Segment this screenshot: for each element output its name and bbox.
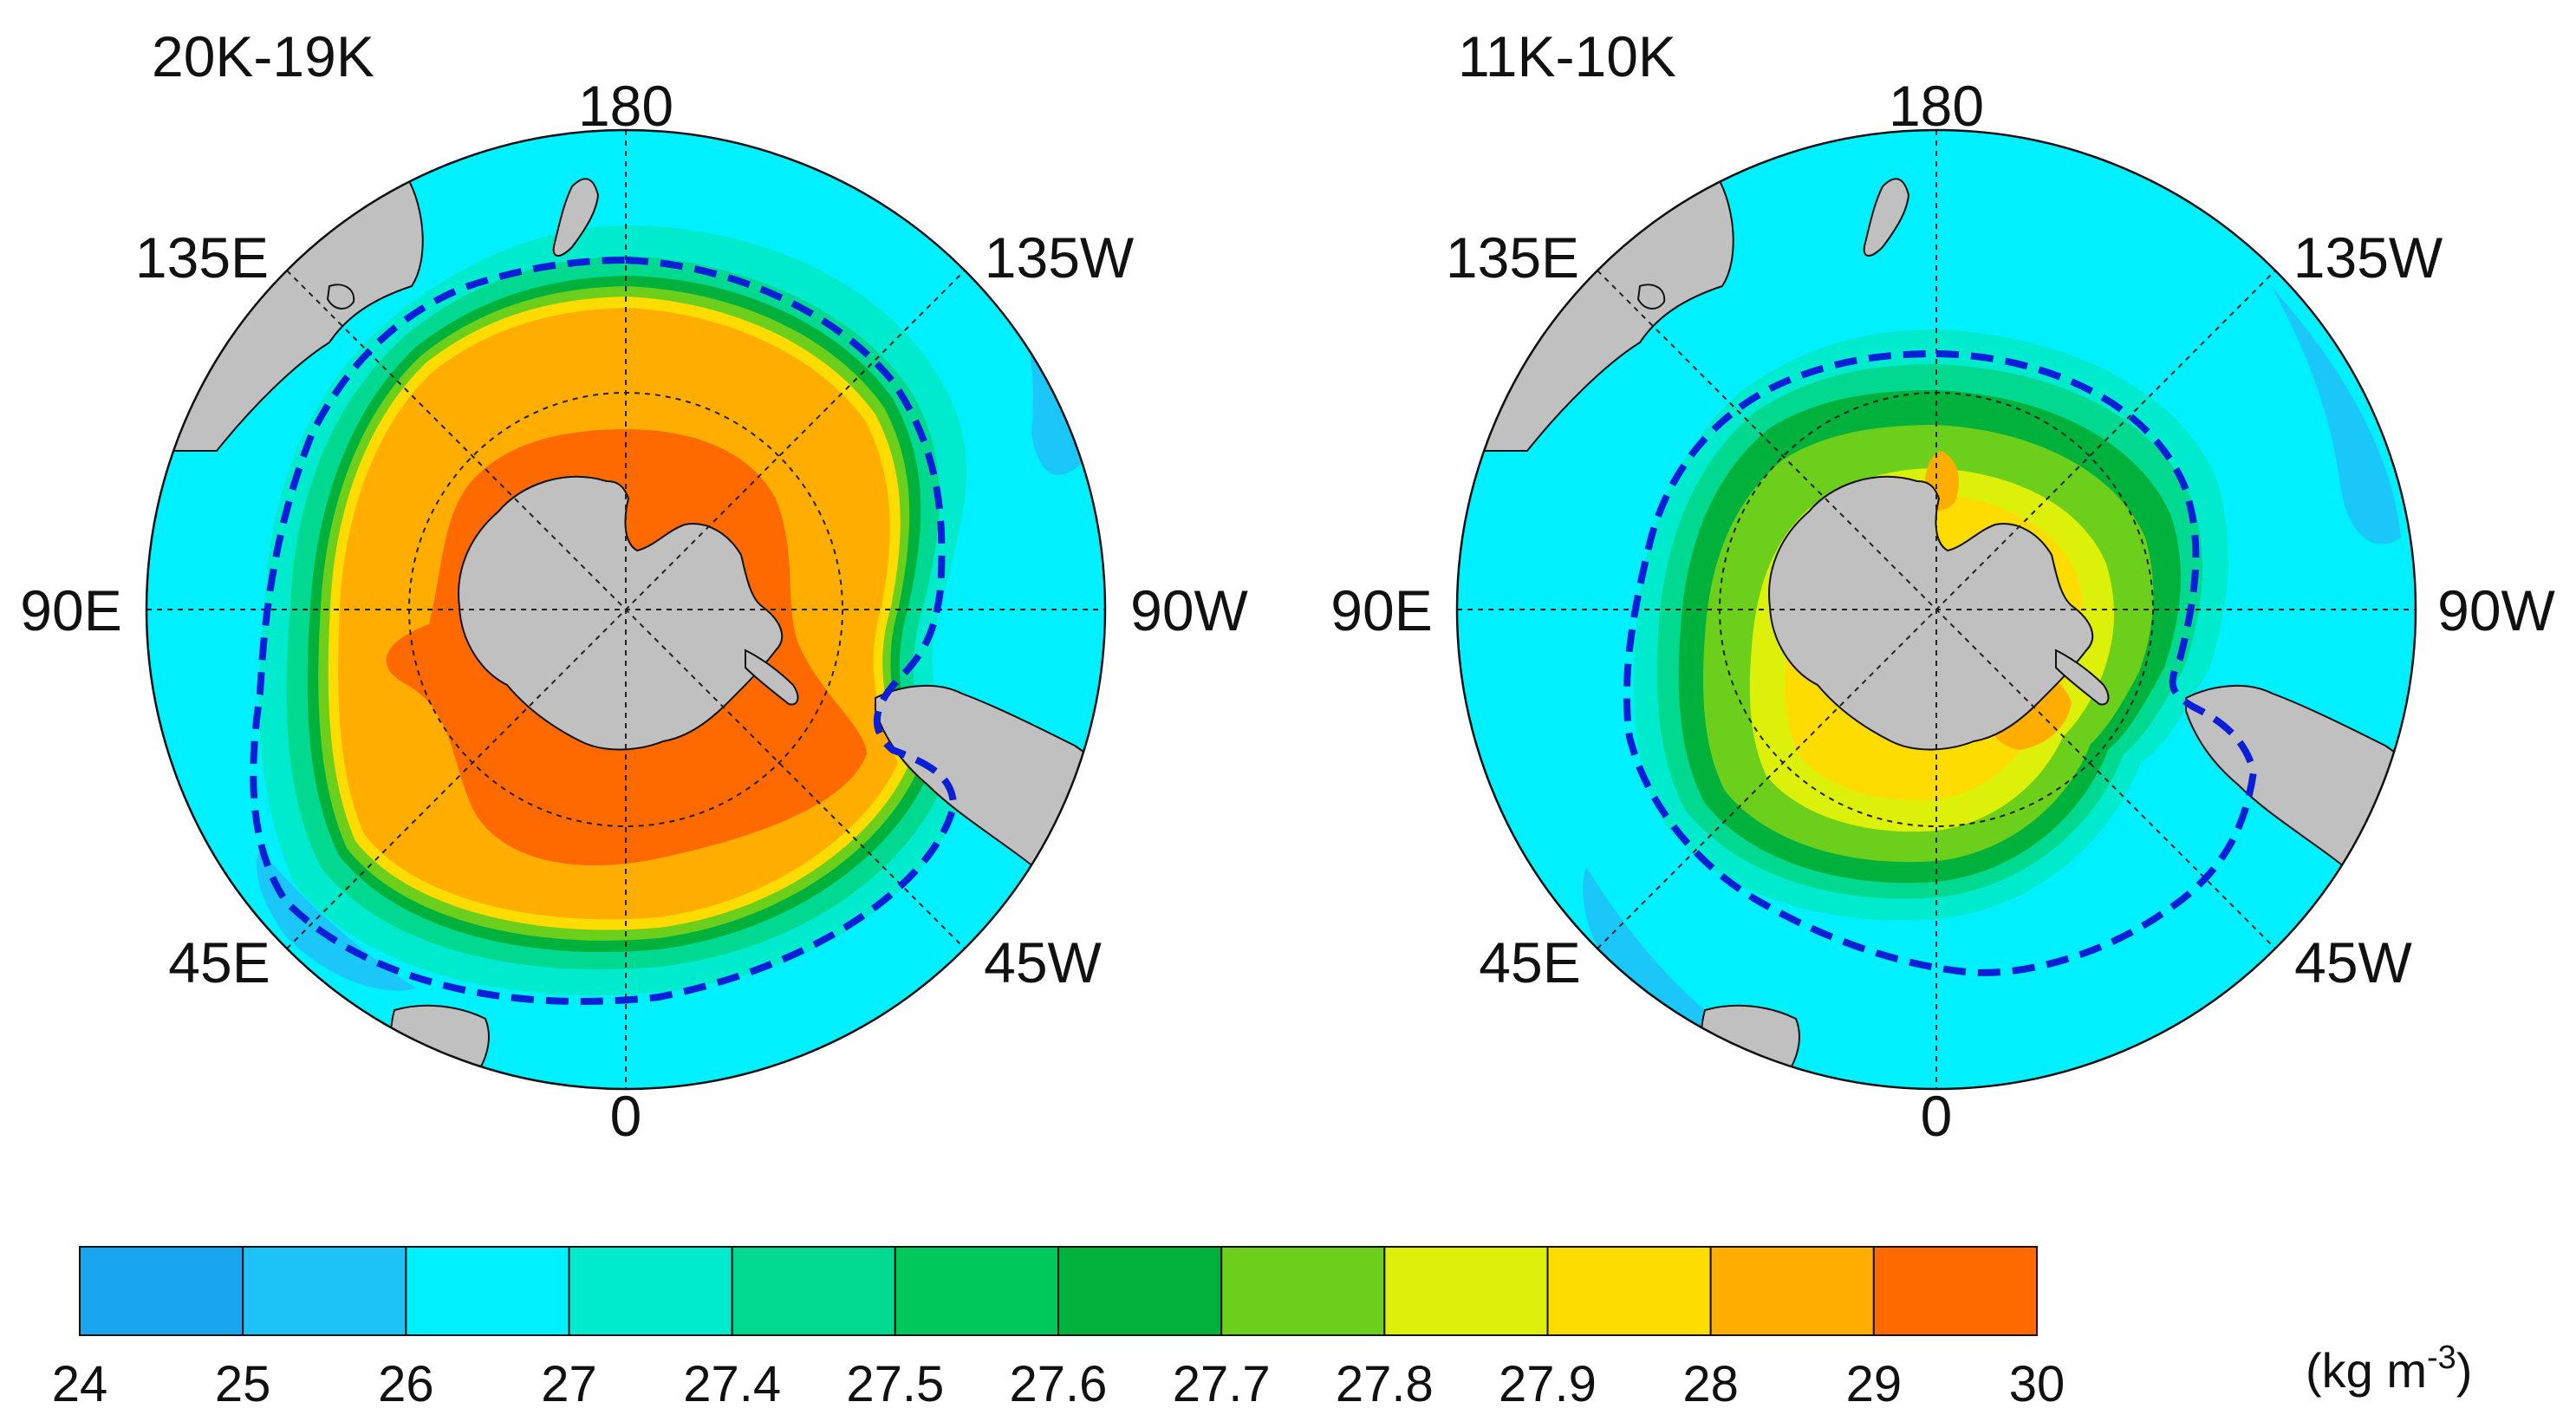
lon-label-180: 180 (1889, 74, 1984, 138)
lon-label-90e: 90E (20, 578, 121, 642)
lon-label-90w: 90W (1130, 578, 1248, 642)
colorbar-swatch (1872, 1246, 2038, 1336)
density-field (146, 130, 1105, 1089)
density-patch-25 (2271, 286, 2401, 544)
tasmania-land (1636, 284, 1666, 310)
colorbar-swatch (79, 1246, 244, 1336)
panel-title: 11K-10K (1458, 24, 1676, 88)
lon-label-135w: 135W (2293, 225, 2443, 290)
colorbar-swatch (568, 1246, 733, 1336)
colorbar-tick-label: 27 (541, 1356, 597, 1412)
colorbar-tick-label: 27.6 (1010, 1356, 1108, 1412)
lon-label-0: 0 (1921, 1084, 1953, 1148)
lon-label-180: 180 (578, 74, 673, 138)
colorbar-tick-label: 25 (215, 1356, 271, 1412)
colorbar-tick-label: 27.5 (846, 1356, 944, 1412)
colorbar-tick-label: 24 (52, 1356, 108, 1412)
colorbar-swatch (1057, 1246, 1223, 1336)
africa-land (1700, 1004, 1800, 1085)
new-zealand-land (1863, 178, 1910, 257)
antarctic-peninsula (745, 649, 799, 706)
meridian-135e-45w (1597, 270, 2276, 949)
lon-label-135w: 135W (985, 225, 1135, 290)
colorbar-swatch (1546, 1246, 1712, 1336)
graticule (146, 130, 1105, 1089)
colorbar-swatch (894, 1246, 1060, 1336)
tasmania-land (326, 284, 355, 310)
graticule (1457, 130, 2416, 1089)
map-boundary (1455, 128, 2417, 1091)
antarctic-peninsula (2055, 649, 2110, 706)
colorbar-swatch (242, 1246, 407, 1336)
colorbar-swatch (731, 1246, 896, 1336)
colorbar-tick-label: 27.4 (683, 1356, 781, 1412)
colorbar-tick-label: 30 (2009, 1356, 2065, 1412)
map-boundary (145, 128, 1107, 1091)
meridian-135e-45w (286, 270, 966, 949)
antarctica-land (458, 475, 784, 751)
colorbar-swatch (1220, 1246, 1386, 1336)
colorbar-tick-label: 26 (378, 1356, 434, 1412)
colorbar-tick-label: 27.8 (1336, 1356, 1434, 1412)
colorbar-tick-label: 28 (1682, 1356, 1739, 1412)
new-zealand-land (552, 178, 600, 257)
colorbar: 24 25 26 27 27.4 27.5 27.6 27.7 27.8 27.9 28 29 30 (52, 1246, 2065, 1412)
colorbar-swatch (405, 1246, 570, 1336)
colorbar-swatch (1709, 1246, 1875, 1336)
map-panel-20k-19k: 20K-19K 180 135E 135W 90E 90W 45E 45W 0 (20, 24, 1248, 1148)
colorbar-tick-label: 27.7 (1173, 1356, 1271, 1412)
colorbar-unit: (kg m-3) (2306, 1340, 2472, 1398)
lon-label-45e: 45E (1479, 930, 1580, 994)
lon-label-0: 0 (610, 1084, 642, 1148)
panel-title: 20K-19K (152, 24, 374, 88)
lon-label-45w: 45W (984, 930, 1102, 994)
lon-label-90e: 90E (1330, 578, 1432, 642)
density-field (1457, 130, 2416, 1089)
africa-land (389, 1004, 490, 1085)
lon-label-45e: 45E (168, 930, 270, 994)
lon-label-135e: 135E (135, 225, 269, 290)
lon-label-90w: 90W (2437, 578, 2555, 642)
front-contour (1623, 349, 2258, 976)
map-panel-11k-10k: 11K-10K 180 135E 135W 90E 90W 45E 45W 0 (1330, 24, 2555, 1148)
antarctica-land (1768, 475, 2094, 751)
lon-label-45w: 45W (2294, 930, 2412, 994)
parallel-inner (408, 392, 843, 827)
front-contour (250, 256, 958, 1006)
colorbar-tick-label: 27.9 (1499, 1356, 1597, 1412)
colorbar-tick-label: 29 (1846, 1356, 1903, 1412)
density-patch-25-b (257, 850, 416, 991)
colorbar-swatch (1383, 1246, 1549, 1336)
parallel-inner (1719, 392, 2154, 827)
lon-label-135e: 135E (1446, 225, 1579, 290)
